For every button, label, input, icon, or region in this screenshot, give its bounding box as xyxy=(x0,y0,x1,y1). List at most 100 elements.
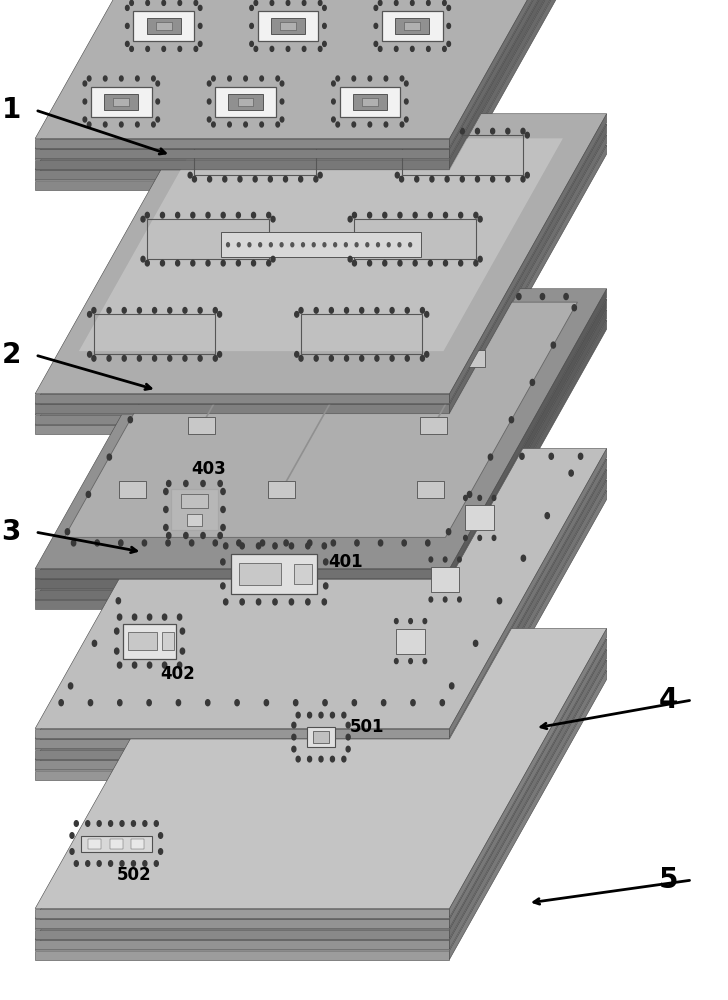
Circle shape xyxy=(402,540,406,546)
Circle shape xyxy=(119,540,123,546)
Circle shape xyxy=(280,117,284,122)
Polygon shape xyxy=(35,404,449,413)
Circle shape xyxy=(87,352,92,357)
FancyBboxPatch shape xyxy=(221,232,421,257)
Circle shape xyxy=(221,488,225,494)
Polygon shape xyxy=(449,124,606,413)
Polygon shape xyxy=(449,0,606,190)
Circle shape xyxy=(153,356,157,361)
Circle shape xyxy=(336,122,339,127)
Circle shape xyxy=(132,614,137,620)
Circle shape xyxy=(248,243,251,247)
Circle shape xyxy=(329,308,333,313)
Circle shape xyxy=(218,532,222,538)
Circle shape xyxy=(207,128,212,134)
Circle shape xyxy=(415,128,419,134)
Circle shape xyxy=(218,312,221,317)
Circle shape xyxy=(381,700,386,706)
FancyBboxPatch shape xyxy=(128,632,157,650)
Circle shape xyxy=(346,722,350,728)
Circle shape xyxy=(147,700,151,706)
Circle shape xyxy=(379,46,382,51)
Circle shape xyxy=(323,583,328,589)
Circle shape xyxy=(395,132,399,138)
Polygon shape xyxy=(35,135,606,415)
Circle shape xyxy=(183,356,187,361)
Circle shape xyxy=(244,122,248,127)
Circle shape xyxy=(142,540,146,546)
Circle shape xyxy=(178,614,182,620)
Circle shape xyxy=(191,212,195,218)
Circle shape xyxy=(280,243,283,247)
Circle shape xyxy=(213,356,217,361)
Circle shape xyxy=(198,5,202,10)
Circle shape xyxy=(197,453,202,459)
Circle shape xyxy=(280,294,285,300)
Polygon shape xyxy=(449,639,606,928)
Circle shape xyxy=(314,356,318,361)
Polygon shape xyxy=(35,289,606,569)
Circle shape xyxy=(314,128,318,134)
Circle shape xyxy=(399,294,403,300)
Circle shape xyxy=(289,599,293,605)
Circle shape xyxy=(301,243,304,247)
Circle shape xyxy=(238,176,242,182)
FancyBboxPatch shape xyxy=(187,514,202,525)
Polygon shape xyxy=(449,289,606,578)
Circle shape xyxy=(256,543,261,549)
Circle shape xyxy=(206,260,210,266)
Circle shape xyxy=(254,46,258,51)
FancyBboxPatch shape xyxy=(458,350,485,367)
Circle shape xyxy=(409,659,412,664)
Polygon shape xyxy=(35,138,449,147)
Circle shape xyxy=(375,308,379,313)
Circle shape xyxy=(130,46,133,51)
Circle shape xyxy=(162,46,165,51)
Text: 5: 5 xyxy=(659,866,678,894)
Circle shape xyxy=(201,532,205,538)
Circle shape xyxy=(458,597,462,602)
Circle shape xyxy=(400,128,403,134)
Circle shape xyxy=(117,662,122,668)
Circle shape xyxy=(447,5,451,10)
Circle shape xyxy=(491,453,495,459)
Circle shape xyxy=(429,557,432,562)
Circle shape xyxy=(344,308,349,313)
Circle shape xyxy=(549,453,553,459)
Circle shape xyxy=(223,543,228,549)
Circle shape xyxy=(240,543,245,549)
Circle shape xyxy=(352,294,356,300)
Circle shape xyxy=(314,453,319,459)
Circle shape xyxy=(271,256,275,262)
Circle shape xyxy=(223,128,227,134)
Polygon shape xyxy=(35,394,449,403)
Polygon shape xyxy=(35,770,449,780)
Circle shape xyxy=(332,99,335,104)
Circle shape xyxy=(221,260,225,266)
Circle shape xyxy=(162,662,167,668)
Circle shape xyxy=(191,260,195,266)
Circle shape xyxy=(130,0,133,5)
Circle shape xyxy=(159,849,162,854)
Circle shape xyxy=(521,128,525,134)
Circle shape xyxy=(218,480,222,486)
Circle shape xyxy=(405,81,408,86)
Text: 402: 402 xyxy=(160,665,195,683)
Circle shape xyxy=(422,294,427,300)
Circle shape xyxy=(289,543,293,549)
Polygon shape xyxy=(35,0,606,149)
Circle shape xyxy=(384,76,388,81)
Circle shape xyxy=(270,0,274,5)
Circle shape xyxy=(132,861,135,866)
Circle shape xyxy=(390,356,394,361)
Circle shape xyxy=(458,557,462,562)
Polygon shape xyxy=(35,149,449,158)
Circle shape xyxy=(138,356,141,361)
Circle shape xyxy=(293,700,298,706)
Circle shape xyxy=(398,212,402,218)
Circle shape xyxy=(492,495,496,500)
Circle shape xyxy=(156,81,159,86)
Circle shape xyxy=(545,513,550,519)
Circle shape xyxy=(162,614,167,620)
Circle shape xyxy=(237,212,240,218)
